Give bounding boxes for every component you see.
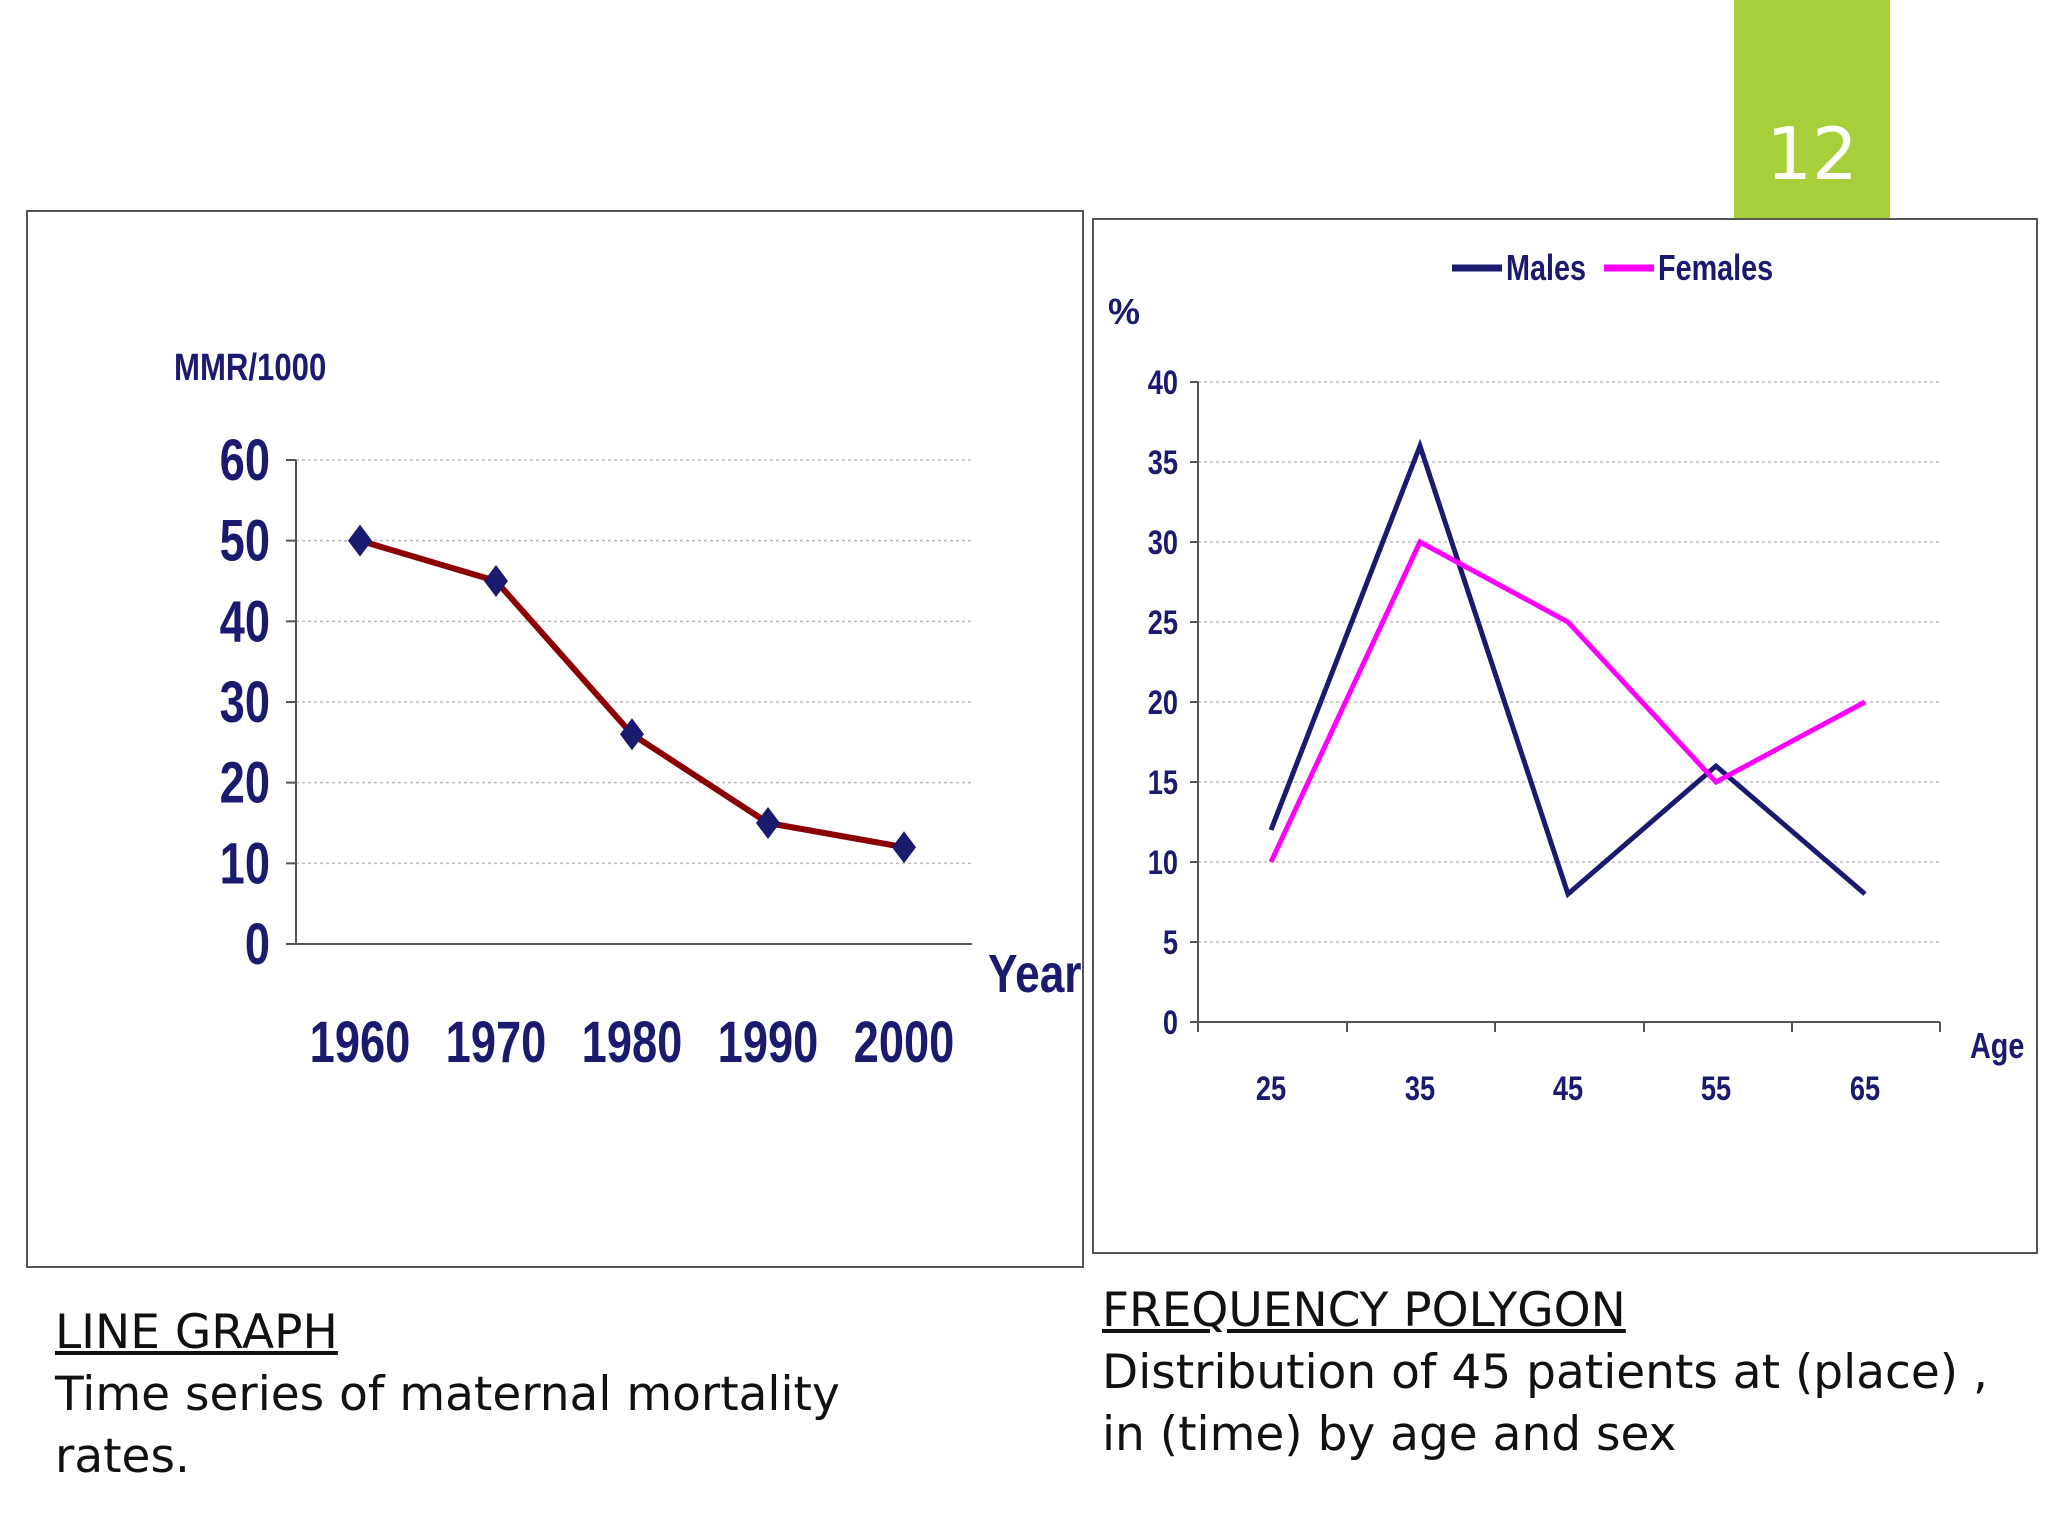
frequency-polygon-panel: Males Females % Age 0 5 10 15 20 25 30 35 40 25 3… — [1092, 218, 2038, 1254]
frequency-polygon-caption-line-2: in (time) by age and sex — [1102, 1407, 1677, 1462]
chart2-ytick-label: 20 — [1148, 683, 1178, 722]
chart1-data-point — [484, 565, 508, 597]
chart1-ytick-label: 50 — [220, 509, 270, 574]
chart2-series-line-females — [1268, 538, 1867, 864]
chart2-xtick-label: 35 — [1405, 1069, 1435, 1108]
chart1-ytick-label: 60 — [220, 429, 270, 494]
chart1-ytick-label: 0 — [245, 913, 270, 978]
chart1-data-point — [756, 807, 780, 839]
line-graph-panel: MMR/1000 Year 0 10 20 30 40 50 60 1960 1970 1980… — [26, 210, 1084, 1268]
chart2-ylabel: % — [1108, 291, 1140, 332]
frequency-polygon-chart: Males Females % Age 0 5 10 15 20 25 30 35 40 25 3… — [1108, 247, 2024, 1108]
line-graph-caption-title: LINE GRAPH — [55, 1305, 338, 1360]
chart2-ytick-label: 35 — [1148, 443, 1178, 482]
line-graph-caption-line-1: Time series of maternal mortality — [55, 1367, 840, 1422]
line-graph-caption-line-2: rates. — [55, 1429, 190, 1484]
chart1-xtick-label: 1990 — [718, 1011, 819, 1076]
chart2-ytick-label: 25 — [1148, 603, 1178, 642]
chart1-xtick-label: 1960 — [310, 1011, 411, 1076]
line-graph-chart: MMR/1000 Year 0 10 20 30 40 50 60 1960 1970 1980… — [174, 347, 1082, 1076]
chart2-xlabel: Age — [1970, 1025, 2024, 1066]
chart1-ytick-label: 40 — [220, 590, 270, 655]
chart1-ylabel: MMR/1000 — [174, 347, 326, 389]
frequency-polygon-caption: FREQUENCY POLYGON Distribution of 45 pat… — [1102, 1280, 2042, 1466]
slide-number-box: 12 — [1734, 0, 1890, 218]
frequency-polygon-caption-line-1: Distribution of 45 patients at (place) , — [1102, 1345, 1988, 1400]
chart1-data-point — [620, 718, 644, 751]
chart1-ytick-label: 10 — [220, 832, 270, 897]
chart2-ytick-label: 40 — [1148, 363, 1178, 402]
legend-label-females: Females — [1658, 247, 1773, 288]
line-graph-caption: LINE GRAPH Time series of maternal morta… — [55, 1302, 955, 1488]
chart1-data-point — [348, 524, 372, 557]
chart2-ytick-label: 15 — [1148, 763, 1178, 802]
chart2-ytick-label: 10 — [1148, 843, 1178, 882]
chart1-series-line — [359, 537, 905, 851]
chart2-xtick-label: 65 — [1850, 1069, 1880, 1108]
chart2-series-line-males — [1268, 438, 1867, 899]
chart1-xlabel: Year — [988, 944, 1082, 1004]
chart1-data-point — [892, 831, 916, 864]
chart2-xtick-label: 25 — [1256, 1069, 1286, 1108]
legend-label-males: Males — [1506, 247, 1586, 288]
chart2-ytick-label: 0 — [1163, 1003, 1178, 1042]
chart2-xtick-label: 45 — [1553, 1069, 1583, 1108]
slide-number: 12 — [1766, 112, 1858, 196]
frequency-polygon-caption-title: FREQUENCY POLYGON — [1102, 1283, 1626, 1338]
chart1-xtick-label: 1970 — [446, 1011, 547, 1076]
chart2-ytick-label: 30 — [1148, 523, 1178, 562]
chart1-ytick-label: 30 — [220, 671, 270, 736]
chart1-xtick-label: 1980 — [582, 1011, 683, 1076]
chart1-ytick-label: 20 — [220, 751, 270, 816]
chart2-legend: Males Females — [1452, 247, 1773, 288]
chart1-xtick-label: 2000 — [854, 1011, 955, 1076]
chart2-xtick-label: 55 — [1701, 1069, 1731, 1108]
chart2-ytick-label: 5 — [1163, 923, 1178, 962]
